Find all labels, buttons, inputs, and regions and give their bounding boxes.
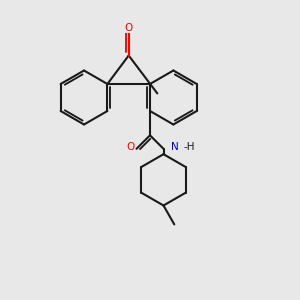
Text: O: O [126,142,135,152]
Text: O: O [124,22,133,33]
Text: N: N [171,142,179,152]
Text: -H: -H [184,142,195,152]
